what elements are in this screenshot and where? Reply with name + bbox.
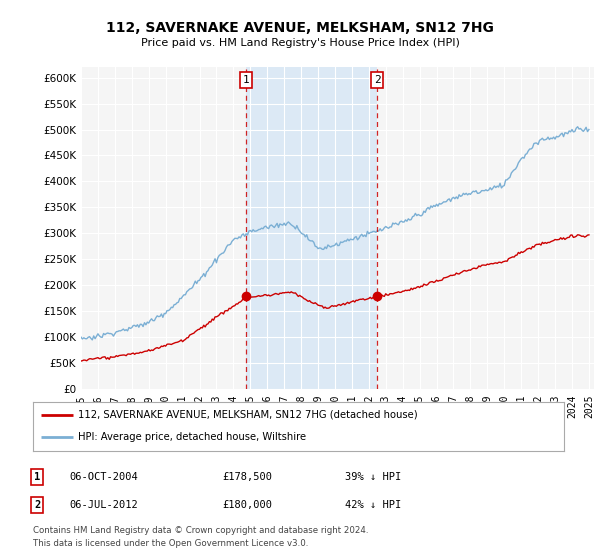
Text: 1: 1 xyxy=(34,472,40,482)
Text: £180,000: £180,000 xyxy=(222,500,272,510)
Text: HPI: Average price, detached house, Wiltshire: HPI: Average price, detached house, Wilt… xyxy=(78,432,306,442)
Text: Price paid vs. HM Land Registry's House Price Index (HPI): Price paid vs. HM Land Registry's House … xyxy=(140,38,460,48)
Text: This data is licensed under the Open Government Licence v3.0.: This data is licensed under the Open Gov… xyxy=(33,539,308,548)
Text: 06-JUL-2012: 06-JUL-2012 xyxy=(69,500,138,510)
Text: 112, SAVERNAKE AVENUE, MELKSHAM, SN12 7HG (detached house): 112, SAVERNAKE AVENUE, MELKSHAM, SN12 7H… xyxy=(78,410,418,420)
Text: £178,500: £178,500 xyxy=(222,472,272,482)
Text: 2: 2 xyxy=(34,500,40,510)
Bar xyxy=(246,67,377,389)
Text: 42% ↓ HPI: 42% ↓ HPI xyxy=(345,500,401,510)
Text: 39% ↓ HPI: 39% ↓ HPI xyxy=(345,472,401,482)
Text: 2: 2 xyxy=(374,75,380,85)
Text: 06-OCT-2004: 06-OCT-2004 xyxy=(69,472,138,482)
Text: 1: 1 xyxy=(242,75,250,85)
Text: Contains HM Land Registry data © Crown copyright and database right 2024.: Contains HM Land Registry data © Crown c… xyxy=(33,526,368,535)
Text: 112, SAVERNAKE AVENUE, MELKSHAM, SN12 7HG: 112, SAVERNAKE AVENUE, MELKSHAM, SN12 7H… xyxy=(106,21,494,35)
